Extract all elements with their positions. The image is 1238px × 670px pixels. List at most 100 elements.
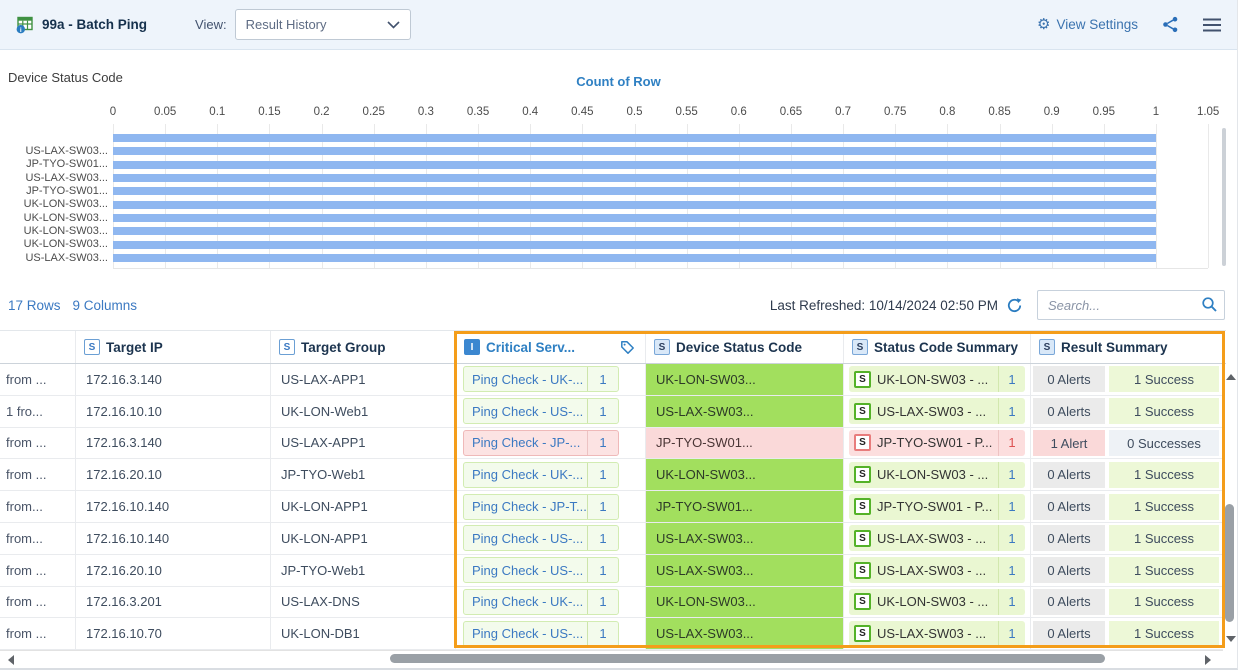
x-axis-tick-label: 1.05	[1196, 106, 1220, 118]
critical-service-link[interactable]: Ping Check - US-...	[472, 530, 584, 546]
table-row[interactable]: from ... 172.16.3.140 US-LAX-APP1 Ping Chec…	[0, 364, 1226, 396]
critical-service-badge[interactable]: Ping Check - UK-... 1	[463, 366, 619, 393]
critical-service-badge[interactable]: Ping Check - JP-... 1	[463, 429, 619, 456]
x-axis-tick-label: 0.7	[835, 106, 852, 118]
chart-bar[interactable]	[113, 200, 1156, 209]
chart-gridline	[425, 124, 427, 268]
critical-service-badge[interactable]: Ping Check - JP-T... 1	[463, 493, 619, 520]
critical-service-badge[interactable]: Ping Check - US-... 1	[463, 557, 619, 584]
scroll-up-arrow[interactable]	[1226, 374, 1236, 380]
status-code-summary-badge[interactable]: S JP-TYO-SW01 - P... 1	[849, 493, 1025, 520]
chart-bar[interactable]	[113, 187, 1156, 196]
status-code-summary-badge[interactable]: S US-LAX-SW03 - ... 1	[849, 525, 1025, 552]
column-header-status-code-summary[interactable]: S Status Code Summary	[843, 331, 1030, 363]
refresh-icon[interactable]	[1006, 297, 1023, 314]
table-row[interactable]: from ... 172.16.10.70 UK-LON-DB1 Ping Check…	[0, 618, 1226, 651]
menu-icon[interactable]	[1203, 18, 1221, 32]
column-header-label: Status Code Summary	[874, 339, 1019, 355]
status-code-summary-badge[interactable]: S UK-LON-SW03 - ... 1	[849, 366, 1025, 393]
cell-result-name: from ...	[6, 371, 47, 387]
status-code-summary-count: 1	[1008, 435, 1016, 451]
critical-service-link[interactable]: Ping Check - US-...	[472, 562, 584, 578]
chart-bar[interactable]	[113, 134, 1156, 142]
vertical-scrollbar[interactable]	[1223, 364, 1237, 652]
chart-bar[interactable]	[113, 240, 1156, 249]
search-input[interactable]	[1037, 290, 1225, 320]
successes-count-badge: 1 Success	[1109, 557, 1219, 584]
chart-gridline	[478, 124, 480, 268]
horizontal-scrollbar-thumb[interactable]	[390, 654, 1105, 663]
gear-icon: ⚙	[1036, 15, 1051, 33]
view-dropdown[interactable]: Result History	[234, 9, 411, 40]
search-icon[interactable]	[1201, 296, 1218, 318]
horizontal-scrollbar[interactable]	[0, 650, 1237, 666]
cell-critical-service: Ping Check - UK-... 1	[455, 364, 645, 395]
column-header-target-ip[interactable]: S Target IP	[75, 331, 270, 363]
rows-count-link[interactable]: 17 Rows	[8, 297, 61, 313]
chart-vertical-scrollbar[interactable]	[1222, 128, 1226, 266]
scroll-right-arrow[interactable]	[1205, 655, 1211, 665]
alerts-count-badge: 0 Alerts	[1033, 620, 1105, 647]
column-header-device-status-code[interactable]: S Device Status Code	[645, 331, 843, 363]
cell-target-ip: 172.16.10.140	[75, 522, 270, 554]
status-code-summary-badge[interactable]: S US-LAX-SW03 - ... 1	[849, 557, 1025, 584]
column-header-critical-serv[interactable]: I Critical Serv...	[455, 331, 645, 363]
chart-bar[interactable]	[113, 254, 1156, 263]
critical-service-badge[interactable]: Ping Check - US-... 1	[463, 620, 619, 647]
cell-status-code-summary: S JP-TYO-SW01 - P... 1	[843, 427, 1030, 459]
column-header-label: Target IP	[106, 339, 163, 355]
results-table: S Target IP S Target Group I Critical Serv...…	[0, 330, 1226, 651]
table-row[interactable]: from ... 172.16.20.10 JP-TYO-Web1 Ping Chec…	[0, 554, 1226, 587]
top-bar: i 99a - Batch Ping View: Result History …	[0, 0, 1237, 50]
alerts-count-badge: 0 Alerts	[1033, 366, 1105, 393]
critical-service-link[interactable]: Ping Check - JP-T...	[472, 499, 587, 515]
critical-service-link[interactable]: Ping Check - UK-...	[472, 467, 584, 483]
column-header-blank[interactable]	[0, 331, 75, 363]
column-header-result-summary[interactable]: S Result Summary	[1030, 331, 1226, 363]
status-code-summary-badge[interactable]: S JP-TYO-SW01 - P... 1	[849, 429, 1025, 456]
critical-service-link[interactable]: Ping Check - JP-...	[472, 435, 581, 451]
status-code-summary-text: US-LAX-SW03 - ...	[877, 626, 987, 642]
cell-result-summary: 0 Alerts 1 Success	[1030, 522, 1226, 554]
columns-count-link[interactable]: 9 Columns	[72, 297, 138, 313]
chart-y-axis-label: US-LAX-SW03...	[25, 144, 108, 157]
cell-device-status-code: JP-TYO-SW01...	[645, 491, 843, 522]
critical-service-link[interactable]: Ping Check - US-...	[472, 626, 584, 642]
view-settings-button[interactable]: ⚙ View Settings	[1036, 15, 1138, 33]
chart-y-axis-label: US-LAX-SW03...	[25, 171, 108, 184]
successes-count-badge: 1 Success	[1109, 493, 1219, 520]
table-row[interactable]: 1 fro... 172.16.10.10 UK-LON-Web1 Ping Chec…	[0, 395, 1226, 428]
critical-service-badge[interactable]: Ping Check - UK-... 1	[463, 588, 619, 615]
table-row[interactable]: from ... 172.16.3.201 US-LAX-DNS Ping Check…	[0, 586, 1226, 619]
critical-service-badge[interactable]: Ping Check - UK-... 1	[463, 461, 619, 488]
chart-bar[interactable]	[113, 214, 1156, 223]
share-icon[interactable]	[1162, 16, 1179, 33]
critical-service-badge[interactable]: Ping Check - US-... 1	[463, 398, 619, 425]
vertical-scrollbar-thumb[interactable]	[1225, 504, 1234, 622]
table-row[interactable]: from... 172.16.10.140 UK-LON-APP1 Ping Chec…	[0, 522, 1226, 555]
status-string-icon: S	[854, 498, 871, 516]
table-row[interactable]: from ... 172.16.20.10 JP-TYO-Web1 Ping Chec…	[0, 459, 1226, 492]
tag-icon[interactable]	[620, 340, 635, 355]
chart-bar[interactable]	[113, 160, 1156, 169]
table-row[interactable]: from ... 172.16.3.140 US-LAX-APP1 Ping Chec…	[0, 427, 1226, 460]
chart-bar[interactable]	[113, 227, 1156, 236]
successes-count-badge: 1 Success	[1109, 398, 1219, 425]
status-code-summary-badge[interactable]: S US-LAX-SW03 - ... 1	[849, 398, 1025, 425]
status-code-summary-badge[interactable]: S UK-LON-SW03 - ... 1	[849, 588, 1025, 615]
scroll-down-arrow[interactable]	[1226, 636, 1236, 642]
x-axis-tick-label: 1	[1152, 106, 1160, 118]
chart-bar[interactable]	[113, 147, 1156, 156]
critical-service-link[interactable]: Ping Check - US-...	[472, 403, 584, 419]
scroll-left-arrow[interactable]	[8, 655, 14, 665]
column-header-target-group[interactable]: S Target Group	[270, 331, 455, 363]
critical-service-badge[interactable]: Ping Check - US-... 1	[463, 525, 619, 552]
status-code-summary-badge[interactable]: S US-LAX-SW03 - ... 1	[849, 620, 1025, 647]
chart-bar[interactable]	[113, 174, 1156, 183]
table-row[interactable]: from... 172.16.10.140 UK-LON-APP1 Ping Chec…	[0, 491, 1226, 523]
chart-series-label[interactable]: Count of Row	[576, 74, 661, 89]
critical-service-count: 1	[599, 530, 607, 546]
critical-service-link[interactable]: Ping Check - UK-...	[472, 371, 584, 387]
status-code-summary-badge[interactable]: S UK-LON-SW03 - ... 1	[849, 461, 1025, 488]
critical-service-link[interactable]: Ping Check - UK-...	[472, 594, 584, 610]
